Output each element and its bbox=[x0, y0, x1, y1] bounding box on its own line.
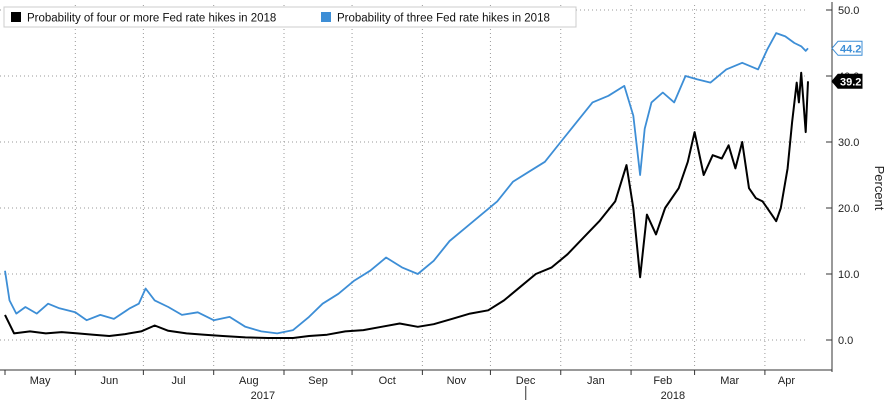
x-month-label: Jul bbox=[171, 375, 185, 387]
x-month-label: Aug bbox=[239, 375, 259, 387]
x-month-label: Feb bbox=[653, 375, 672, 387]
x-month-label: Oct bbox=[379, 375, 396, 387]
y-tick-label: 10.0 bbox=[838, 269, 859, 281]
x-month-label: Nov bbox=[447, 375, 467, 387]
legend: Probability of four or more Fed rate hik… bbox=[3, 6, 577, 28]
y-tick-label: 50.0 bbox=[838, 5, 859, 17]
legend-swatch-four-hikes bbox=[11, 12, 21, 22]
badge-label-three-hikes: 44.2 bbox=[840, 43, 861, 55]
legend-box bbox=[3, 6, 577, 28]
y-tick-label: 20.0 bbox=[838, 203, 859, 215]
x-month-label: Jun bbox=[100, 375, 118, 387]
series-line-three-hikes bbox=[4, 32, 809, 335]
x-month-label: Dec bbox=[516, 375, 536, 387]
x-month-label: Jan bbox=[587, 375, 605, 387]
x-month-label: May bbox=[30, 375, 51, 387]
badge-three-hikes bbox=[831, 40, 863, 56]
badge-four-hikes bbox=[831, 73, 863, 89]
y-tick-label: 0.0 bbox=[838, 335, 853, 347]
legend-label-four-hikes: Probability of four or more Fed rate hik… bbox=[27, 13, 276, 25]
y-tick-label: 30.0 bbox=[838, 137, 859, 149]
x-month-label: Mar bbox=[720, 375, 739, 387]
x-year-label: 2018 bbox=[661, 390, 685, 402]
x-month-label: Apr bbox=[778, 375, 795, 387]
series-lines bbox=[4, 32, 809, 339]
badge-label-four-hikes: 39.2 bbox=[840, 76, 861, 88]
series-line-four-hikes bbox=[4, 71, 809, 339]
x-month-label: Sep bbox=[308, 375, 328, 387]
x-year-label: 2017 bbox=[251, 390, 275, 402]
last-value-badges: 39.2 44.2 bbox=[831, 40, 863, 89]
legend-swatch-three-hikes bbox=[321, 12, 331, 22]
y-axis-title: Percent bbox=[872, 166, 887, 211]
x-axis-ticks: May Jun Jul Aug Sep Oct Nov Dec Jan Feb Mar Apr 2017… bbox=[0, 369, 832, 402]
legend-label-three-hikes: Probability of three Fed rate hikes in 2… bbox=[337, 13, 550, 25]
